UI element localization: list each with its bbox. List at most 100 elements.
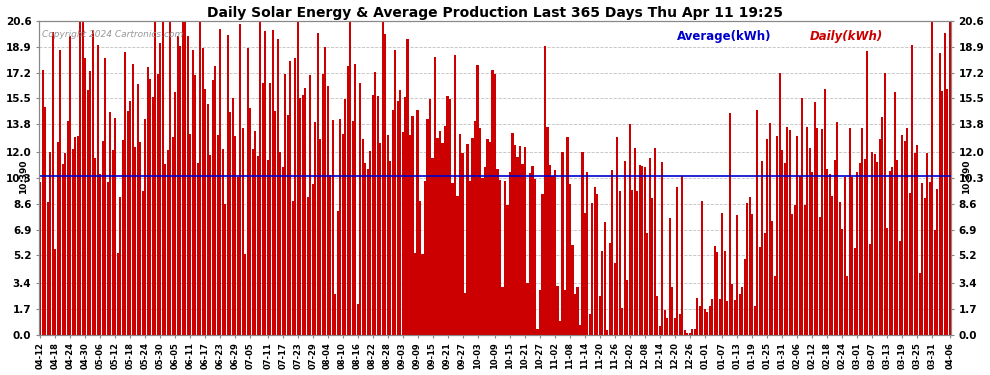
Bar <box>337 211 339 334</box>
Bar <box>464 294 466 334</box>
Bar <box>514 145 516 334</box>
Bar <box>319 139 321 334</box>
Bar <box>748 196 750 334</box>
Text: Average(kWh): Average(kWh) <box>677 30 772 43</box>
Bar <box>839 202 841 334</box>
Bar <box>601 251 604 334</box>
Bar <box>612 170 614 334</box>
Bar <box>727 302 729 334</box>
Bar <box>56 142 58 334</box>
Bar <box>871 152 873 334</box>
Bar <box>763 232 766 334</box>
Bar <box>391 110 394 334</box>
Bar <box>491 70 494 334</box>
Bar <box>171 136 174 334</box>
Bar <box>399 90 401 334</box>
Bar <box>644 167 645 334</box>
Bar <box>304 88 306 334</box>
Bar <box>786 128 788 335</box>
Bar <box>669 219 671 334</box>
Bar <box>646 233 648 334</box>
Bar <box>911 45 913 334</box>
Bar <box>42 70 44 334</box>
Bar <box>771 221 773 334</box>
Bar <box>369 152 371 334</box>
Text: Daily(kWh): Daily(kWh) <box>810 30 883 43</box>
Bar <box>264 31 266 334</box>
Bar <box>256 156 258 334</box>
Bar <box>542 194 544 334</box>
Bar <box>899 242 901 334</box>
Bar <box>161 21 163 334</box>
Bar <box>466 144 468 334</box>
Bar <box>709 306 711 334</box>
Bar <box>868 244 871 334</box>
Bar <box>919 273 921 334</box>
Bar <box>227 35 229 334</box>
Bar <box>274 111 276 334</box>
Bar <box>809 148 811 334</box>
Bar <box>658 326 661 334</box>
Bar <box>407 39 409 334</box>
Bar <box>174 92 176 334</box>
Bar <box>706 312 709 334</box>
Bar <box>556 286 558 334</box>
Bar <box>164 164 166 334</box>
Bar <box>417 110 419 334</box>
Bar <box>921 183 924 334</box>
Bar <box>181 21 184 334</box>
Bar <box>704 309 706 334</box>
Bar <box>822 129 824 334</box>
Bar <box>82 21 84 334</box>
Bar <box>299 98 301 334</box>
Bar <box>619 191 621 334</box>
Bar <box>432 158 434 334</box>
Bar <box>843 177 845 334</box>
Bar <box>829 174 831 334</box>
Bar <box>889 171 891 334</box>
Bar <box>739 294 741 334</box>
Bar <box>97 45 99 334</box>
Bar <box>122 140 124 334</box>
Bar <box>853 248 855 334</box>
Bar <box>217 135 219 334</box>
Bar <box>856 172 858 334</box>
Bar <box>302 95 304 334</box>
Bar <box>517 157 519 334</box>
Bar <box>77 136 79 334</box>
Bar <box>496 169 499 334</box>
Bar <box>746 202 748 334</box>
Bar <box>402 132 404 334</box>
Bar <box>544 45 546 334</box>
Bar <box>637 190 639 334</box>
Bar <box>394 50 396 334</box>
Bar <box>932 21 934 334</box>
Bar <box>45 107 47 334</box>
Bar <box>891 166 893 334</box>
Bar <box>586 172 588 334</box>
Bar <box>79 21 81 334</box>
Bar <box>527 283 529 334</box>
Bar <box>534 178 536 334</box>
Bar <box>366 169 368 334</box>
Bar <box>159 44 161 334</box>
Bar <box>166 150 168 334</box>
Bar <box>926 153 929 334</box>
Bar <box>651 198 653 334</box>
Bar <box>837 122 839 334</box>
Bar <box>92 30 94 334</box>
Bar <box>766 139 768 334</box>
Bar <box>566 138 568 334</box>
Bar <box>851 177 853 334</box>
Bar <box>124 52 127 334</box>
Bar <box>606 330 609 334</box>
Bar <box>774 276 776 334</box>
Bar <box>240 24 242 334</box>
Bar <box>551 176 553 334</box>
Bar <box>776 136 778 334</box>
Bar <box>87 90 89 334</box>
Bar <box>481 178 483 334</box>
Bar <box>894 92 896 334</box>
Bar <box>459 134 461 334</box>
Bar <box>512 133 514 334</box>
